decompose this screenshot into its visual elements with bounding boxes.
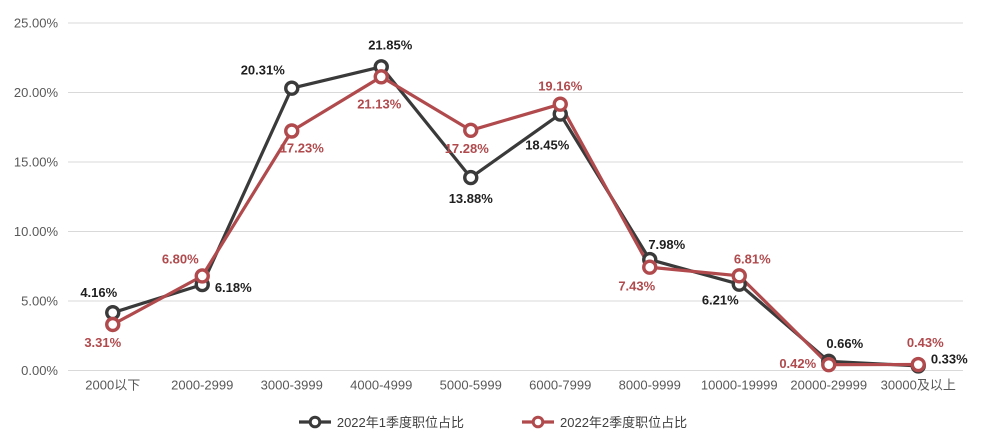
x-axis-tick-label: 8000-9999 — [619, 378, 681, 393]
data-label-series1-0: 4.16% — [80, 285, 117, 300]
x-axis-tick-label: 2000以下 — [85, 378, 140, 393]
data-label-series2-4: 17.28% — [445, 141, 490, 156]
series-line-2 — [111, 75, 920, 367]
chart-legend: 2022年1季度职位占比 2022年2季度职位占比 — [0, 412, 986, 431]
x-axis-tick-label: 5000-5999 — [440, 378, 502, 393]
legend-label: 2022年2季度职位占比 — [560, 415, 688, 430]
y-axis-tick-label: 0.00% — [21, 363, 58, 378]
data-label-series2-3: 21.13% — [357, 96, 402, 111]
legend-marker-icon — [522, 415, 554, 428]
data-label-series1-7: 6.21% — [702, 293, 739, 308]
data-point-series2-2[interactable] — [284, 123, 300, 139]
legend-label: 2022年1季度职位占比 — [336, 415, 464, 430]
data-point-series2-3[interactable] — [373, 69, 389, 85]
data-point-series2-1[interactable] — [194, 268, 210, 284]
series-line-1 — [111, 65, 920, 368]
data-point-series1-2[interactable] — [284, 80, 300, 96]
data-label-series1-6: 7.98% — [648, 237, 685, 252]
data-label-series2-7: 6.81% — [734, 251, 771, 266]
data-label-series2-6: 7.43% — [618, 279, 655, 294]
data-label-series1-4: 13.88% — [449, 191, 494, 206]
y-axis-tick-label: 15.00% — [14, 155, 59, 170]
data-label-series2-5: 19.16% — [538, 79, 583, 94]
data-label-series1-9: 0.33% — [931, 351, 968, 366]
data-point-series2-7[interactable] — [731, 268, 747, 284]
x-axis-tick-label: 30000及以上 — [881, 378, 956, 393]
data-point-series2-9[interactable] — [910, 356, 926, 373]
data-label-series1-5: 18.45% — [525, 138, 570, 153]
y-axis-tick-label: 5.00% — [21, 294, 58, 309]
legend-item-series2[interactable]: 2022年2季度职位占比 — [522, 412, 687, 431]
data-point-series2-5[interactable] — [552, 96, 568, 112]
x-axis-tick-label: 4000-4999 — [350, 378, 412, 393]
data-label-series2-9: 0.43% — [907, 335, 944, 350]
x-axis-tick-label: 3000-3999 — [261, 378, 323, 393]
data-label-series1-3: 21.85% — [368, 37, 413, 52]
data-label-series2-1: 6.80% — [162, 251, 199, 266]
y-axis-tick-label: 10.00% — [14, 224, 59, 239]
data-label-series1-2: 20.31% — [241, 63, 286, 78]
plot-area: 0.00% 5.00% 10.00% 15.00% 20.00% 25.00% 2000以下… — [14, 16, 968, 393]
legend-marker-icon — [298, 415, 331, 428]
data-label-series1-8: 0.66% — [826, 336, 863, 351]
data-point-series2-0[interactable] — [105, 316, 121, 333]
data-label-series1-1: 6.18% — [215, 280, 252, 295]
x-axis-tick-label: 6000-7999 — [529, 378, 591, 393]
data-label-series2-8: 0.42% — [779, 356, 816, 371]
y-axis-tick-label: 25.00% — [14, 16, 59, 31]
data-label-series2-0: 3.31% — [84, 335, 121, 350]
data-point-series2-8[interactable] — [821, 356, 837, 373]
legend-item-series1[interactable]: 2022年1季度职位占比 — [298, 412, 464, 431]
x-axis-tick-label: 2000-2999 — [171, 378, 233, 393]
data-point-series2-6[interactable] — [642, 259, 658, 275]
y-axis-tick-label: 20.00% — [14, 85, 59, 100]
data-point-series2-4[interactable] — [463, 122, 479, 139]
x-axis-tick-label: 10000-19999 — [701, 378, 778, 393]
data-point-series1-4[interactable] — [463, 169, 479, 186]
x-axis-tick-label: 20000-29999 — [790, 378, 867, 393]
data-label-series2-2: 17.23% — [280, 141, 325, 156]
